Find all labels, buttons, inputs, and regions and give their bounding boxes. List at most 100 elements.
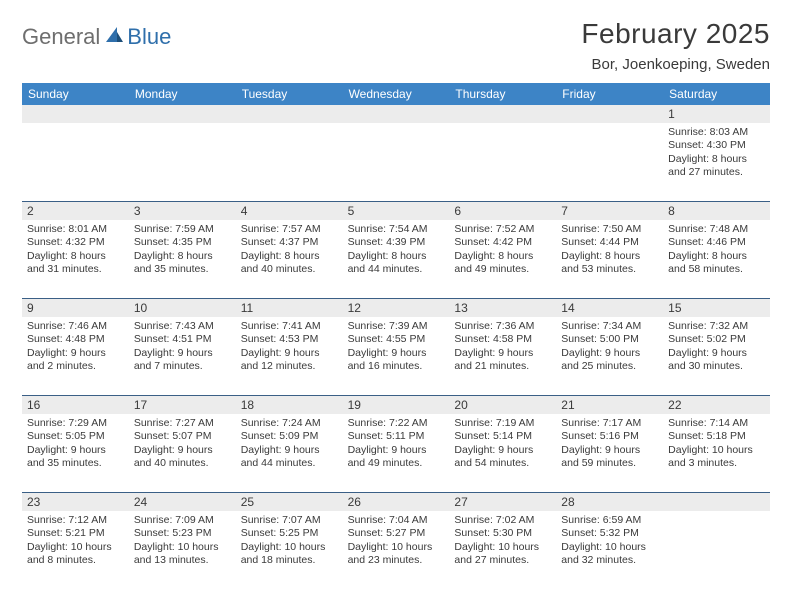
day-cell: Sunrise: 7:48 AMSunset: 4:46 PMDaylight:…: [663, 220, 770, 298]
daylight-text: Daylight: 9 hours and 7 minutes.: [134, 347, 231, 374]
title-block: February 2025 Bor, Joenkoeping, Sweden: [581, 18, 770, 73]
day-number: 16: [22, 396, 129, 414]
sunset-text: Sunset: 5:23 PM: [134, 527, 231, 540]
logo-sail-icon: [104, 25, 124, 50]
dow-monday: Monday: [129, 83, 236, 105]
day-number-strip: 9101112131415: [22, 299, 770, 317]
daylight-text: Daylight: 10 hours and 23 minutes.: [348, 541, 445, 568]
day-number: 18: [236, 396, 343, 414]
sunset-text: Sunset: 4:46 PM: [668, 236, 765, 249]
day-number: [343, 105, 450, 123]
daylight-text: Daylight: 10 hours and 8 minutes.: [27, 541, 124, 568]
day-cell: Sunrise: 7:50 AMSunset: 4:44 PMDaylight:…: [556, 220, 663, 298]
day-number: 24: [129, 493, 236, 511]
daylight-text: Daylight: 8 hours and 53 minutes.: [561, 250, 658, 277]
day-number: 4: [236, 202, 343, 220]
daylight-text: Daylight: 10 hours and 13 minutes.: [134, 541, 231, 568]
sunrise-text: Sunrise: 6:59 AM: [561, 514, 658, 527]
sunrise-text: Sunrise: 7:22 AM: [348, 417, 445, 430]
daylight-text: Daylight: 10 hours and 32 minutes.: [561, 541, 658, 568]
sunset-text: Sunset: 5:30 PM: [454, 527, 551, 540]
week-block: 232425262728Sunrise: 7:12 AMSunset: 5:21…: [22, 492, 770, 589]
sunrise-text: Sunrise: 7:41 AM: [241, 320, 338, 333]
sunset-text: Sunset: 4:32 PM: [27, 236, 124, 249]
daylight-text: Daylight: 9 hours and 21 minutes.: [454, 347, 551, 374]
sunrise-text: Sunrise: 7:12 AM: [27, 514, 124, 527]
daylight-text: Daylight: 9 hours and 40 minutes.: [134, 444, 231, 471]
day-number-strip: 16171819202122: [22, 396, 770, 414]
day-number-strip: 232425262728: [22, 493, 770, 511]
dow-sunday: Sunday: [22, 83, 129, 105]
page-title: February 2025: [581, 18, 770, 50]
daylight-text: Daylight: 8 hours and 27 minutes.: [668, 153, 765, 180]
day-cell: Sunrise: 7:43 AMSunset: 4:51 PMDaylight:…: [129, 317, 236, 395]
sunset-text: Sunset: 5:00 PM: [561, 333, 658, 346]
week-block: 1Sunrise: 8:03 AMSunset: 4:30 PMDaylight…: [22, 105, 770, 201]
day-number: 10: [129, 299, 236, 317]
day-body-strip: Sunrise: 8:01 AMSunset: 4:32 PM Daylight:…: [22, 220, 770, 298]
day-cell: Sunrise: 8:01 AMSunset: 4:32 PMDaylight:…: [22, 220, 129, 298]
sunset-text: Sunset: 5:11 PM: [348, 430, 445, 443]
header: General Blue February 2025 Bor, Joenkoep…: [22, 18, 770, 73]
daylight-text: Daylight: 8 hours and 40 minutes.: [241, 250, 338, 277]
daylight-text: Daylight: 8 hours and 35 minutes.: [134, 250, 231, 277]
day-cell: Sunrise: 7:12 AMSunset: 5:21 PMDaylight:…: [22, 511, 129, 589]
day-cell: [556, 123, 663, 201]
day-number: [129, 105, 236, 123]
daylight-text: Daylight: 9 hours and 16 minutes.: [348, 347, 445, 374]
sunrise-text: Sunrise: 8:01 AM: [27, 223, 124, 236]
sunrise-text: Sunrise: 7:36 AM: [454, 320, 551, 333]
day-cell: Sunrise: 7:46 AMSunset: 4:48 PMDaylight:…: [22, 317, 129, 395]
day-body-strip: Sunrise: 7:46 AMSunset: 4:48 PMDaylight:…: [22, 317, 770, 395]
day-number: 6: [449, 202, 556, 220]
daylight-text: Daylight: 10 hours and 18 minutes.: [241, 541, 338, 568]
sunset-text: Sunset: 5:02 PM: [668, 333, 765, 346]
sunrise-text: Sunrise: 7:39 AM: [348, 320, 445, 333]
day-cell: Sunrise: 8:03 AMSunset: 4:30 PMDaylight:…: [663, 123, 770, 201]
day-number: [663, 493, 770, 511]
daylight-text: Daylight: 10 hours and 3 minutes.: [668, 444, 765, 471]
sunset-text: Sunset: 5:25 PM: [241, 527, 338, 540]
daylight-text: Daylight: 8 hours and 58 minutes.: [668, 250, 765, 277]
day-cell: Sunrise: 7:32 AMSunset: 5:02 PMDaylight:…: [663, 317, 770, 395]
calendar: Sunday Monday Tuesday Wednesday Thursday…: [22, 83, 770, 589]
sunset-text: Sunset: 4:58 PM: [454, 333, 551, 346]
day-number: 26: [343, 493, 450, 511]
day-cell: [449, 123, 556, 201]
day-number: 13: [449, 299, 556, 317]
day-number: [449, 105, 556, 123]
daylight-text: Daylight: 9 hours and 35 minutes.: [27, 444, 124, 471]
day-cell: Sunrise: 6:59 AMSunset: 5:32 PMDaylight:…: [556, 511, 663, 589]
sunrise-text: Sunrise: 7:07 AM: [241, 514, 338, 527]
day-number: [22, 105, 129, 123]
day-cell: Sunrise: 7:04 AMSunset: 5:27 PMDaylight:…: [343, 511, 450, 589]
dow-saturday: Saturday: [663, 83, 770, 105]
daylight-text: Daylight: 9 hours and 2 minutes.: [27, 347, 124, 374]
day-cell: Sunrise: 7:14 AMSunset: 5:18 PMDaylight:…: [663, 414, 770, 492]
daylight-text: Daylight: 9 hours and 25 minutes.: [561, 347, 658, 374]
day-cell: Sunrise: 7:22 AMSunset: 5:11 PMDaylight:…: [343, 414, 450, 492]
daylight-text: Daylight: 8 hours and 49 minutes.: [454, 250, 551, 277]
day-cell: Sunrise: 7:09 AMSunset: 5:23 PMDaylight:…: [129, 511, 236, 589]
daylight-text: Daylight: 10 hours and 27 minutes.: [454, 541, 551, 568]
day-of-week-header: Sunday Monday Tuesday Wednesday Thursday…: [22, 83, 770, 105]
daylight-text: Daylight: 9 hours and 54 minutes.: [454, 444, 551, 471]
daylight-text: Daylight: 9 hours and 44 minutes.: [241, 444, 338, 471]
day-number: 8: [663, 202, 770, 220]
sunrise-text: Sunrise: 7:59 AM: [134, 223, 231, 236]
day-cell: [129, 123, 236, 201]
sunset-text: Sunset: 5:18 PM: [668, 430, 765, 443]
sunrise-text: Sunrise: 7:48 AM: [668, 223, 765, 236]
day-cell: Sunrise: 7:39 AMSunset: 4:55 PMDaylight:…: [343, 317, 450, 395]
sunrise-text: Sunrise: 7:24 AM: [241, 417, 338, 430]
day-cell: Sunrise: 7:19 AMSunset: 5:14 PMDaylight:…: [449, 414, 556, 492]
day-number: 20: [449, 396, 556, 414]
sunset-text: Sunset: 4:37 PM: [241, 236, 338, 249]
day-cell: Sunrise: 7:41 AMSunset: 4:53 PMDaylight:…: [236, 317, 343, 395]
sunset-text: Sunset: 5:05 PM: [27, 430, 124, 443]
sunrise-text: Sunrise: 7:17 AM: [561, 417, 658, 430]
day-cell: Sunrise: 7:34 AMSunset: 5:00 PMDaylight:…: [556, 317, 663, 395]
day-number: 2: [22, 202, 129, 220]
day-number: 21: [556, 396, 663, 414]
day-number: 15: [663, 299, 770, 317]
